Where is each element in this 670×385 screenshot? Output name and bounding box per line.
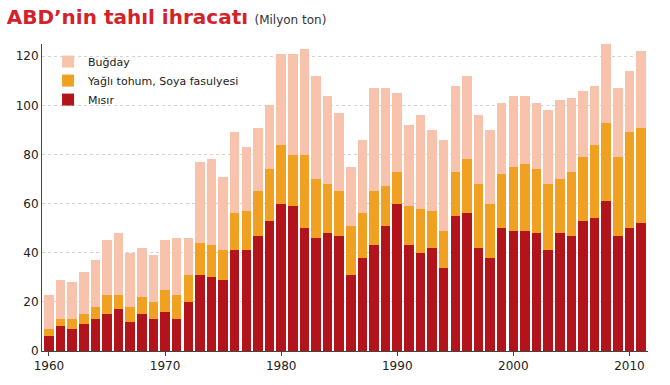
svg-text:ABD’nin tahıl ihracatı (Milyon: ABD’nin tahıl ihracatı (Milyon ton) — [7, 5, 327, 29]
svg-text:1960: 1960 — [34, 359, 65, 373]
svg-text:120: 120 — [16, 49, 39, 63]
svg-text:1980: 1980 — [266, 359, 297, 373]
svg-text:Mısır: Mısır — [88, 94, 114, 107]
svg-text:Yağlı tohum, Soya fasulyesi: Yağlı tohum, Soya fasulyesi — [87, 75, 238, 88]
svg-text:20: 20 — [23, 295, 38, 309]
svg-text:1970: 1970 — [150, 359, 181, 373]
svg-text:100: 100 — [16, 99, 39, 113]
svg-text:60: 60 — [23, 197, 38, 211]
svg-text:40: 40 — [23, 246, 38, 260]
svg-text:Buğday: Buğday — [88, 56, 130, 69]
svg-text:2010: 2010 — [614, 359, 645, 373]
svg-text:2000: 2000 — [498, 359, 529, 373]
svg-text:0: 0 — [31, 344, 39, 358]
svg-text:80: 80 — [23, 148, 38, 162]
svg-text:1990: 1990 — [382, 359, 413, 373]
